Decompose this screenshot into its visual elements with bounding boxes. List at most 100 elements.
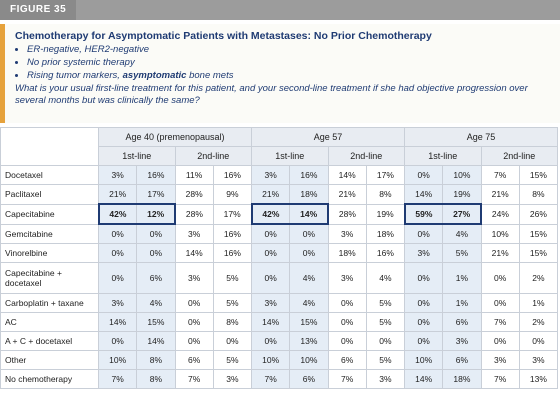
cell: 15% <box>136 312 176 332</box>
cell: 3% <box>174 223 214 244</box>
cell: 0% <box>136 223 176 244</box>
bullet: ER-negative, HER2-negative <box>27 44 552 55</box>
cell: 8% <box>136 350 176 370</box>
cell: 3% <box>403 243 444 263</box>
cell: 7% <box>327 369 367 389</box>
cell: 21% <box>97 184 138 205</box>
cell: 3% <box>212 369 253 389</box>
cell: 1% <box>442 262 482 294</box>
cell: 0% <box>212 331 253 351</box>
cell: 0% <box>480 331 520 351</box>
cell: 28% <box>174 184 214 205</box>
cell: 0% <box>97 223 138 244</box>
cell: 4% <box>289 293 329 313</box>
table-row: Vinorelbine 0% 0% 14% 16% 0% 0% 18% 16% 3% 5% 21% 15… <box>0 243 559 263</box>
cell: 10% <box>403 350 444 370</box>
cell: 16% <box>212 243 253 263</box>
cell: 14% <box>403 184 444 205</box>
cell: 6% <box>136 262 176 294</box>
cell: 7% <box>480 165 520 185</box>
cell: 10% <box>289 350 329 370</box>
cell: 18% <box>327 243 367 263</box>
cell: 3% <box>97 165 138 185</box>
cell: 4% <box>136 293 176 313</box>
cell: 8% <box>518 184 559 205</box>
cell: 14% <box>97 312 138 332</box>
cell: 0% <box>365 331 406 351</box>
question: What is your usual first-line treatment … <box>15 83 528 106</box>
cell: 6% <box>442 350 482 370</box>
table-row: Gemcitabine 0% 0% 3% 16% 0% 0% 3% 18% 0% 4% 10% 15% <box>0 223 559 244</box>
group-header: Age 40 (premenopausal) <box>98 127 252 147</box>
cell: 0% <box>289 223 329 244</box>
cell: 18% <box>365 223 406 244</box>
cell: 0% <box>289 243 329 263</box>
cell: 21% <box>480 243 520 263</box>
table-row: Paclitaxel 21% 17% 28% 9% 21% 18% 21% 8% 14% 19% 21… <box>0 184 559 205</box>
cell: 18% <box>289 184 329 205</box>
subheader: 1st-line <box>98 146 176 166</box>
cell: 1% <box>442 293 482 313</box>
row-label: A + C + docetaxel <box>0 331 99 351</box>
cell: 0% <box>136 243 176 263</box>
cell: 0% <box>97 243 138 263</box>
cell: 15% <box>518 223 559 244</box>
cell: 24% <box>480 203 520 225</box>
cell: 14% <box>327 165 367 185</box>
cell: 0% <box>174 331 214 351</box>
table-row: Docetaxel 3% 16% 11% 16% 3% 16% 14% 17% 0% 10% 7% 15… <box>0 165 559 185</box>
corner <box>0 127 99 166</box>
cell: 13% <box>518 369 559 389</box>
cell: 0% <box>97 262 138 294</box>
cell: 6% <box>327 350 367 370</box>
cell: 28% <box>327 203 367 225</box>
table-row: No chemotherapy 7% 8% 7% 3% 7% 6% 7% 3% 14% 18% 7% 1… <box>0 369 559 389</box>
cell: 0% <box>518 331 559 351</box>
cell: 10% <box>480 223 520 244</box>
figure-label: FIGURE 35 <box>0 0 77 20</box>
row-label: Paclitaxel <box>0 184 99 205</box>
cell: 0% <box>174 312 214 332</box>
cell: 21% <box>250 184 291 205</box>
cell: 0% <box>250 223 291 244</box>
cell: 11% <box>174 165 214 185</box>
cell: 0% <box>403 262 444 294</box>
figure-bar: FIGURE 35 <box>0 0 560 20</box>
cell: 0% <box>403 223 444 244</box>
cell: 0% <box>250 262 291 294</box>
cell: 5% <box>442 243 482 263</box>
cell: 5% <box>365 312 406 332</box>
cell: 0% <box>327 293 367 313</box>
cell: 4% <box>442 223 482 244</box>
cell: 3% <box>365 369 406 389</box>
cell: 13% <box>289 331 329 351</box>
table-row: Capecitabine 42% 12% 28% 17% 42% 14% 28% 19% 59% 2… <box>0 203 559 225</box>
cell: 0% <box>403 331 444 351</box>
subheader: 2nd-line <box>174 146 252 166</box>
cell: 5% <box>212 262 253 294</box>
group-header: Age 57 <box>251 127 405 147</box>
cell: 3% <box>518 350 559 370</box>
cell: 8% <box>136 369 176 389</box>
cell: 28% <box>174 203 214 225</box>
cell: 14% <box>136 331 176 351</box>
cell: 19% <box>365 203 406 225</box>
cell: 8% <box>365 184 406 205</box>
cell: 42% <box>250 203 291 225</box>
cell: 7% <box>174 369 214 389</box>
cell: 15% <box>518 243 559 263</box>
cell: 0% <box>327 331 367 351</box>
cell: 16% <box>212 223 253 244</box>
table-row: Capecitabine + docetaxel 0% 6% 3% 5% 0% 4% 3% 4%… <box>0 262 559 294</box>
cell: 0% <box>250 243 291 263</box>
cell: 27% <box>442 203 483 225</box>
cell: 6% <box>174 350 214 370</box>
cell: 16% <box>212 165 253 185</box>
cell: 7% <box>480 312 520 332</box>
cell: 15% <box>289 312 329 332</box>
cell: 42% <box>97 203 138 225</box>
cell: 16% <box>136 165 176 185</box>
title: Chemotherapy for Asymptomatic Patients w… <box>15 30 432 42</box>
cell: 0% <box>327 312 367 332</box>
